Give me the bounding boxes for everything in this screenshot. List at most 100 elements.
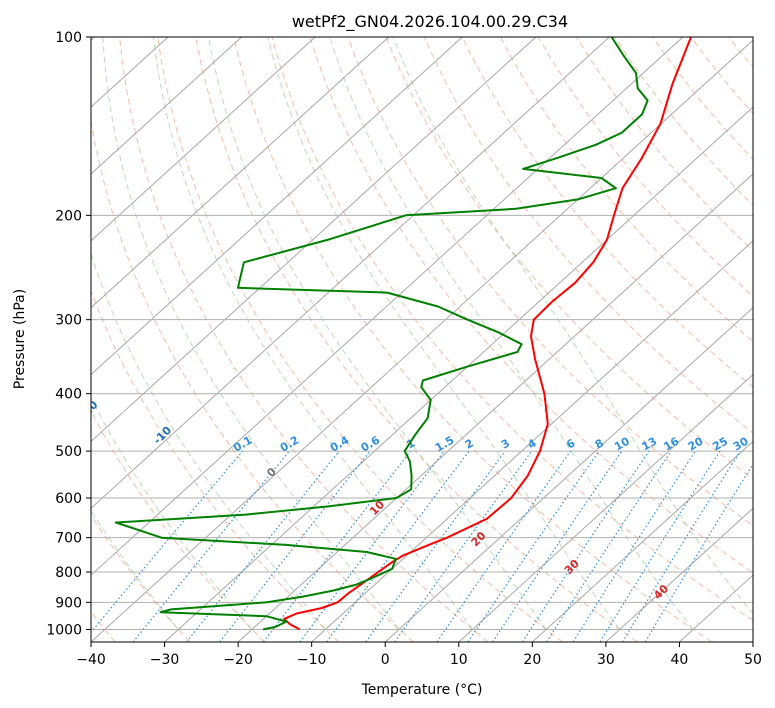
- moist-adiabat-label: 30: [562, 557, 582, 577]
- temperature-profile: [283, 37, 692, 631]
- y-tick-label: 500: [55, 444, 82, 460]
- isotherm-line: [91, 37, 610, 509]
- y-tick-label: 400: [55, 387, 82, 403]
- mixing-ratio-line: [299, 450, 445, 642]
- x-tick-label: 20: [523, 652, 541, 668]
- isotherm-line: [91, 39, 753, 642]
- isotherm-line: [164, 106, 753, 642]
- dry-adiabat-line: [309, 37, 753, 574]
- moist-adiabat-line: [267, 37, 621, 630]
- x-tick-label: −40: [76, 652, 106, 668]
- moist-adiabat-line: [102, 37, 400, 630]
- x-tick-label: −10: [297, 652, 327, 668]
- dry-adiabat-label: -10: [151, 424, 174, 447]
- dry-adiabat-line: [690, 37, 753, 115]
- mixing-ratio-label: 36: [752, 434, 772, 453]
- moist-adiabat-line: [208, 37, 547, 630]
- dry-adiabat-label: -20: [77, 398, 100, 421]
- isotherm-line: [237, 173, 753, 642]
- mixing-ratio-label: 2: [463, 437, 476, 452]
- isotherm-line: [91, 37, 463, 376]
- dewpoint-profile: [114, 37, 649, 631]
- moist-adiabat-line: [91, 396, 253, 630]
- moist-adiabat-line: [329, 37, 694, 630]
- dry-adiabat-line: [91, 410, 265, 642]
- dry-adiabat-line: [157, 37, 563, 642]
- mixing-ratio-line: [644, 463, 753, 642]
- isotherm-line: [679, 574, 753, 642]
- x-tick-label: −20: [223, 652, 253, 668]
- isotherm-line: [752, 641, 753, 642]
- moist-adiabat-line: [91, 252, 326, 630]
- mixing-ratio-line: [326, 450, 470, 642]
- x-axis-label: Temperature (°C): [361, 682, 483, 698]
- pressure-gridlines: [91, 37, 753, 630]
- mixing-ratio-label: 4: [525, 436, 538, 451]
- x-tick-label: 10: [450, 652, 468, 668]
- moist-adiabat-label: 20: [469, 529, 489, 549]
- y-axis-ticks: 1000 900 800 700 600 500 400 300 200 100: [46, 30, 91, 638]
- mixing-ratio-lines: [91, 450, 753, 642]
- plot-frame: [90, 36, 754, 643]
- mixing-ratio-line: [263, 450, 412, 642]
- y-tick-label: 200: [55, 208, 82, 224]
- y-tick-label: 600: [55, 491, 82, 507]
- dry-adiabat-line: [91, 118, 414, 642]
- dry-adiabat-line: [271, 37, 753, 621]
- isotherm-line: [458, 373, 753, 642]
- mixing-ratio-line: [467, 450, 600, 642]
- isotherm-line: [311, 240, 753, 642]
- isotherm-line: [605, 507, 753, 642]
- dry-adiabat-line: [385, 37, 753, 480]
- dry-adiabat-line: [195, 37, 638, 642]
- mixing-ratio-line: [521, 450, 650, 642]
- isotherm-line: [531, 440, 753, 642]
- mixing-ratio-line: [546, 450, 672, 642]
- sounding-profiles: [114, 37, 692, 631]
- mixing-ratio-line: [572, 450, 696, 642]
- x-tick-label: −30: [150, 652, 180, 668]
- x-tick-label: 30: [597, 652, 615, 668]
- y-tick-label: 900: [55, 595, 82, 611]
- dry-adiabat-line: [767, 37, 775, 642]
- dry-adiabat-line: [347, 37, 753, 527]
- isotherm-line: [91, 37, 242, 175]
- mixing-ratio-label: 8: [593, 437, 606, 452]
- mixing-ratio-line: [622, 450, 742, 642]
- dry-adiabat-line: [652, 37, 753, 161]
- isotherm-line: [91, 37, 390, 309]
- mixing-ratio-line: [436, 450, 572, 642]
- dry-adiabat-line: [728, 37, 753, 68]
- moist-adiabat-line: [153, 37, 473, 630]
- dry-adiabat-line: [576, 37, 753, 252]
- chart-title: wetPf2_GN04.2026.104.00.29.C34: [292, 12, 568, 32]
- mixing-ratio-line: [492, 450, 623, 642]
- isotherm-line: [91, 37, 537, 443]
- isotherm-line: [384, 306, 753, 642]
- y-tick-label: 100: [55, 30, 82, 46]
- y-axis-label: Pressure (hPa): [12, 289, 28, 389]
- mixing-ratio-line: [186, 450, 340, 642]
- x-tick-label: 50: [744, 652, 762, 668]
- mixing-ratio-line: [365, 450, 506, 642]
- y-tick-label: 800: [55, 565, 82, 581]
- dry-adiabat-line: [499, 37, 753, 343]
- isotherm-line: [91, 37, 684, 576]
- dry-adiabat-line: [119, 37, 489, 642]
- y-tick-label: 300: [55, 313, 82, 329]
- dry-adiabat-line: [91, 514, 191, 642]
- y-tick-label: 1000: [46, 622, 82, 638]
- dry-adiabat-line: [233, 37, 713, 642]
- mixing-ratio-line: [91, 450, 244, 634]
- moist-adiabat-line: [91, 509, 179, 630]
- mixing-ratio-line: [394, 450, 533, 642]
- moist-adiabat-line: [392, 37, 753, 615]
- x-axis-ticks: −40 −30 −20 −10 0 10 20 30 40 50: [76, 642, 762, 668]
- mixing-ratio-line: [132, 450, 290, 642]
- mixing-ratio-label: 3: [499, 437, 512, 452]
- mixing-ratio-label: 6: [564, 436, 577, 451]
- x-tick-label: 40: [671, 652, 689, 668]
- y-tick-label: 700: [55, 531, 82, 547]
- x-tick-label: 0: [381, 652, 390, 668]
